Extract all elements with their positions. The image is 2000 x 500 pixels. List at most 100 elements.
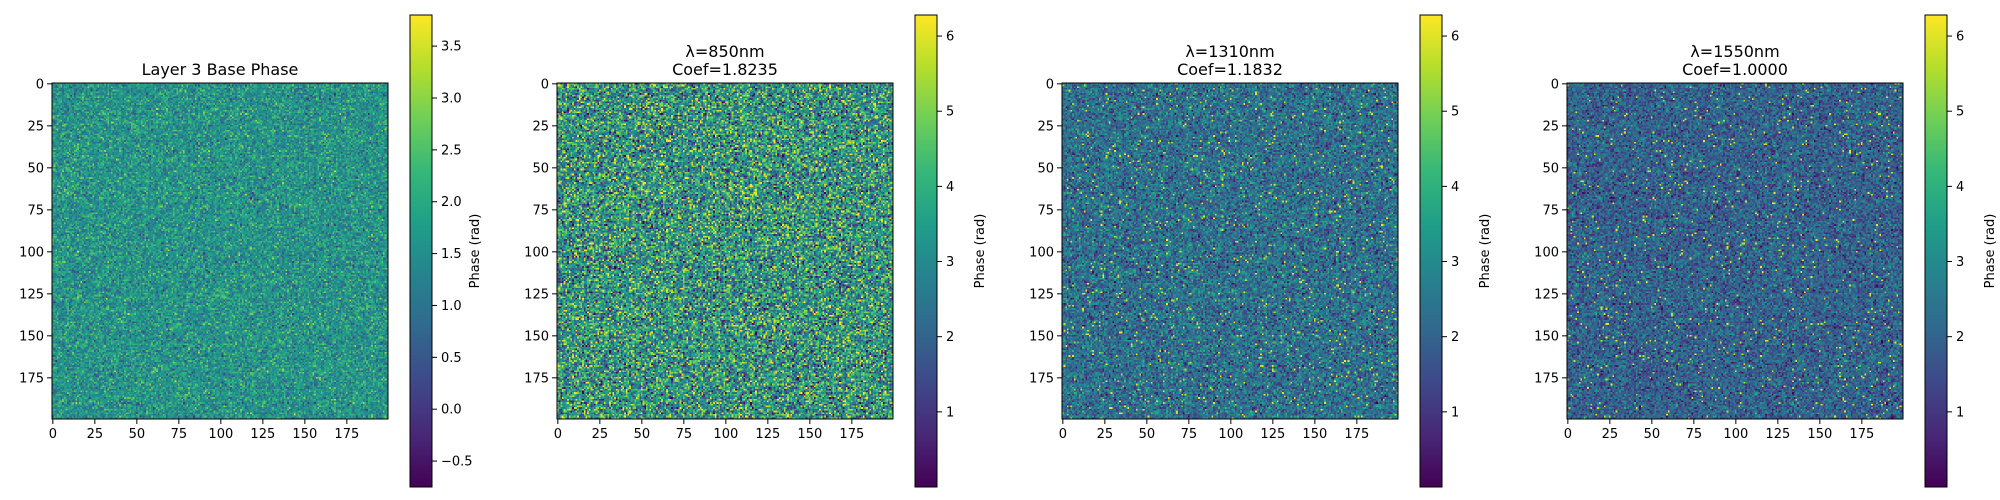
y-tick-label: 175 bbox=[1029, 371, 1054, 386]
axes-frame bbox=[556, 82, 894, 420]
y-tick-label: 50 bbox=[1037, 161, 1054, 176]
x-tick-label: 50 bbox=[1644, 427, 1661, 442]
x-tick-label: 75 bbox=[676, 427, 693, 442]
y-tick-label: 0 bbox=[36, 77, 44, 92]
x-tick-label: 50 bbox=[634, 427, 651, 442]
x-tick-label: 100 bbox=[713, 427, 738, 442]
x-tick-label: 100 bbox=[208, 427, 233, 442]
y-tick-label: 25 bbox=[27, 119, 44, 134]
colorbar-tick-label: 2.0 bbox=[441, 195, 462, 210]
colorbar-label: Phase (rad) bbox=[1983, 214, 1998, 289]
chart-title: λ=1310nm bbox=[1185, 42, 1274, 61]
x-tick-label: 100 bbox=[1218, 427, 1243, 442]
x-tick-label: 75 bbox=[171, 427, 188, 442]
chart-title: λ=1550nm bbox=[1690, 42, 1779, 61]
y-tick-label: 75 bbox=[27, 203, 44, 218]
colorbar-tick-label: 6 bbox=[946, 30, 954, 45]
colorbar-tick-label: 4 bbox=[1956, 180, 1964, 195]
y-tick-label: 150 bbox=[1029, 329, 1054, 344]
x-tick-label: 50 bbox=[1139, 427, 1156, 442]
colorbar-tick-label: 5 bbox=[946, 105, 954, 120]
colorbar-tick-label: 0.0 bbox=[441, 403, 462, 418]
y-tick-label: 175 bbox=[1534, 371, 1559, 386]
y-tick-label: 125 bbox=[1029, 287, 1054, 302]
colorbar-tick-label: 4 bbox=[1451, 180, 1459, 195]
x-tick-label: 150 bbox=[1302, 427, 1327, 442]
x-tick-label: 0 bbox=[554, 427, 562, 442]
y-tick-label: 150 bbox=[524, 329, 549, 344]
colorbar bbox=[1419, 14, 1443, 488]
x-tick-label: 125 bbox=[1260, 427, 1285, 442]
chart-title: λ=850nm bbox=[685, 42, 764, 61]
x-tick-label: 175 bbox=[839, 427, 864, 442]
y-tick-label: 75 bbox=[1542, 203, 1559, 218]
heatmap-image bbox=[52, 83, 388, 419]
colorbar-tick-label: 6 bbox=[1451, 30, 1459, 45]
y-tick-label: 75 bbox=[1037, 203, 1054, 218]
x-tick-label: 125 bbox=[755, 427, 780, 442]
colorbar-label: Phase (rad) bbox=[468, 214, 483, 289]
colorbar-tick-label: 1.5 bbox=[441, 247, 462, 262]
colorbar bbox=[409, 14, 433, 488]
y-tick-label: 100 bbox=[524, 245, 549, 260]
colorbar-tick-label: 3.0 bbox=[441, 91, 462, 106]
chart-panel-1: Layer 3 Base Phase 0 25 50 75 100 125 150 175 0 25… bbox=[19, 14, 483, 488]
colorbar bbox=[1924, 14, 1948, 488]
y-tick-label: 0 bbox=[1046, 77, 1054, 92]
colorbar-tick-label: −0.5 bbox=[441, 455, 473, 470]
y-tick-label: 125 bbox=[1534, 287, 1559, 302]
chart-title: Coef=1.1832 bbox=[1177, 60, 1283, 79]
x-tick-label: 100 bbox=[1723, 427, 1748, 442]
colorbar-tick-label: 3 bbox=[1451, 255, 1459, 270]
x-tick-label: 175 bbox=[1849, 427, 1874, 442]
colorbar-tick-label: 1 bbox=[1451, 405, 1459, 420]
y-tick-label: 50 bbox=[532, 161, 549, 176]
x-tick-label: 0 bbox=[49, 427, 57, 442]
x-tick-label: 50 bbox=[129, 427, 146, 442]
x-tick-label: 0 bbox=[1564, 427, 1572, 442]
colorbar-label: Phase (rad) bbox=[1478, 214, 1493, 289]
colorbar-tick-label: 1 bbox=[1956, 405, 1964, 420]
y-tick-label: 100 bbox=[19, 245, 44, 260]
axes-frame bbox=[1566, 82, 1904, 420]
colorbar-tick-label: 4 bbox=[946, 180, 954, 195]
colorbar-tick-label: 2 bbox=[946, 330, 954, 345]
chart-title: Coef=1.0000 bbox=[1682, 60, 1788, 79]
axes-frame bbox=[1061, 82, 1399, 420]
y-tick-label: 0 bbox=[541, 77, 549, 92]
x-tick-label: 125 bbox=[250, 427, 275, 442]
colorbar-tick-label: 2 bbox=[1451, 330, 1459, 345]
x-tick-label: 25 bbox=[1097, 427, 1114, 442]
colorbar-tick-label: 1.0 bbox=[441, 299, 462, 314]
x-tick-label: 75 bbox=[1181, 427, 1198, 442]
chart-title: Coef=1.8235 bbox=[672, 60, 778, 79]
y-tick-label: 50 bbox=[27, 161, 44, 176]
colorbar-tick-label: 6 bbox=[1956, 30, 1964, 45]
y-tick-label: 125 bbox=[19, 287, 44, 302]
y-tick-label: 100 bbox=[1534, 245, 1559, 260]
x-tick-label: 175 bbox=[334, 427, 359, 442]
y-tick-label: 50 bbox=[1542, 161, 1559, 176]
axes-frame bbox=[51, 82, 389, 420]
y-tick-label: 75 bbox=[532, 203, 549, 218]
x-tick-label: 125 bbox=[1765, 427, 1790, 442]
x-tick-label: 75 bbox=[1686, 427, 1703, 442]
x-tick-label: 25 bbox=[592, 427, 609, 442]
y-tick-label: 25 bbox=[532, 119, 549, 134]
x-tick-label: 150 bbox=[292, 427, 317, 442]
colorbar-tick-label: 3 bbox=[1956, 255, 1964, 270]
colorbar-tick-label: 1 bbox=[946, 405, 954, 420]
colorbar-tick-label: 2 bbox=[1956, 330, 1964, 345]
colorbar-tick-label: 3.5 bbox=[441, 40, 462, 55]
y-tick-label: 0 bbox=[1551, 77, 1559, 92]
y-tick-label: 100 bbox=[1029, 245, 1054, 260]
heatmap-image bbox=[557, 83, 893, 419]
x-tick-label: 150 bbox=[797, 427, 822, 442]
x-tick-label: 0 bbox=[1059, 427, 1067, 442]
y-tick-label: 125 bbox=[524, 287, 549, 302]
